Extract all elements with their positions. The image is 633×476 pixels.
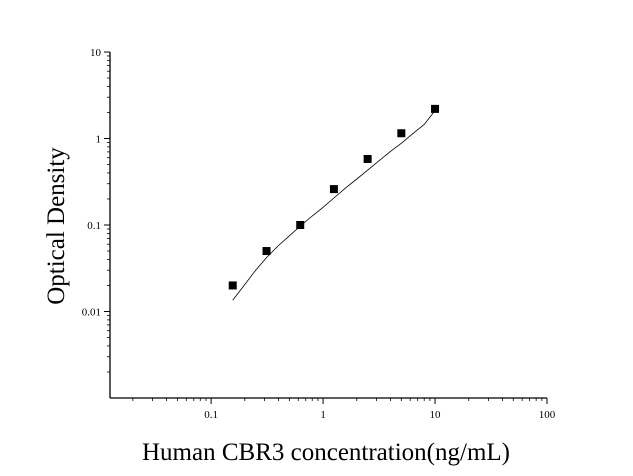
fit-curve — [232, 110, 436, 301]
y-axis-title: Optical Density — [43, 147, 70, 305]
axis-tick-labels: 0.1 1 10 100 0.01 0.1 1 10 — [82, 47, 556, 421]
plot-axes — [109, 52, 547, 399]
y-tick-label: 0.1 — [87, 220, 101, 232]
y-tick-label: 0.01 — [82, 307, 101, 319]
data-points — [228, 104, 440, 290]
data-point — [296, 221, 305, 229]
x-tick-label: 100 — [539, 409, 556, 421]
x-tick-label: 0.1 — [204, 409, 218, 421]
data-point — [262, 247, 271, 256]
fit-curve-layer — [232, 110, 436, 301]
data-point — [228, 281, 237, 290]
data-point — [363, 154, 372, 163]
x-tick-label: 1 — [320, 409, 326, 421]
data-point — [397, 129, 406, 138]
x-tick-label: 10 — [430, 409, 442, 421]
axis-ticks — [104, 51, 548, 404]
data-point — [329, 185, 338, 194]
y-tick-label: 1 — [96, 134, 102, 146]
data-point — [431, 104, 440, 113]
x-axis-title: Human CBR3 concentration(ng/mL) — [142, 439, 510, 466]
y-tick-label: 10 — [90, 47, 102, 59]
